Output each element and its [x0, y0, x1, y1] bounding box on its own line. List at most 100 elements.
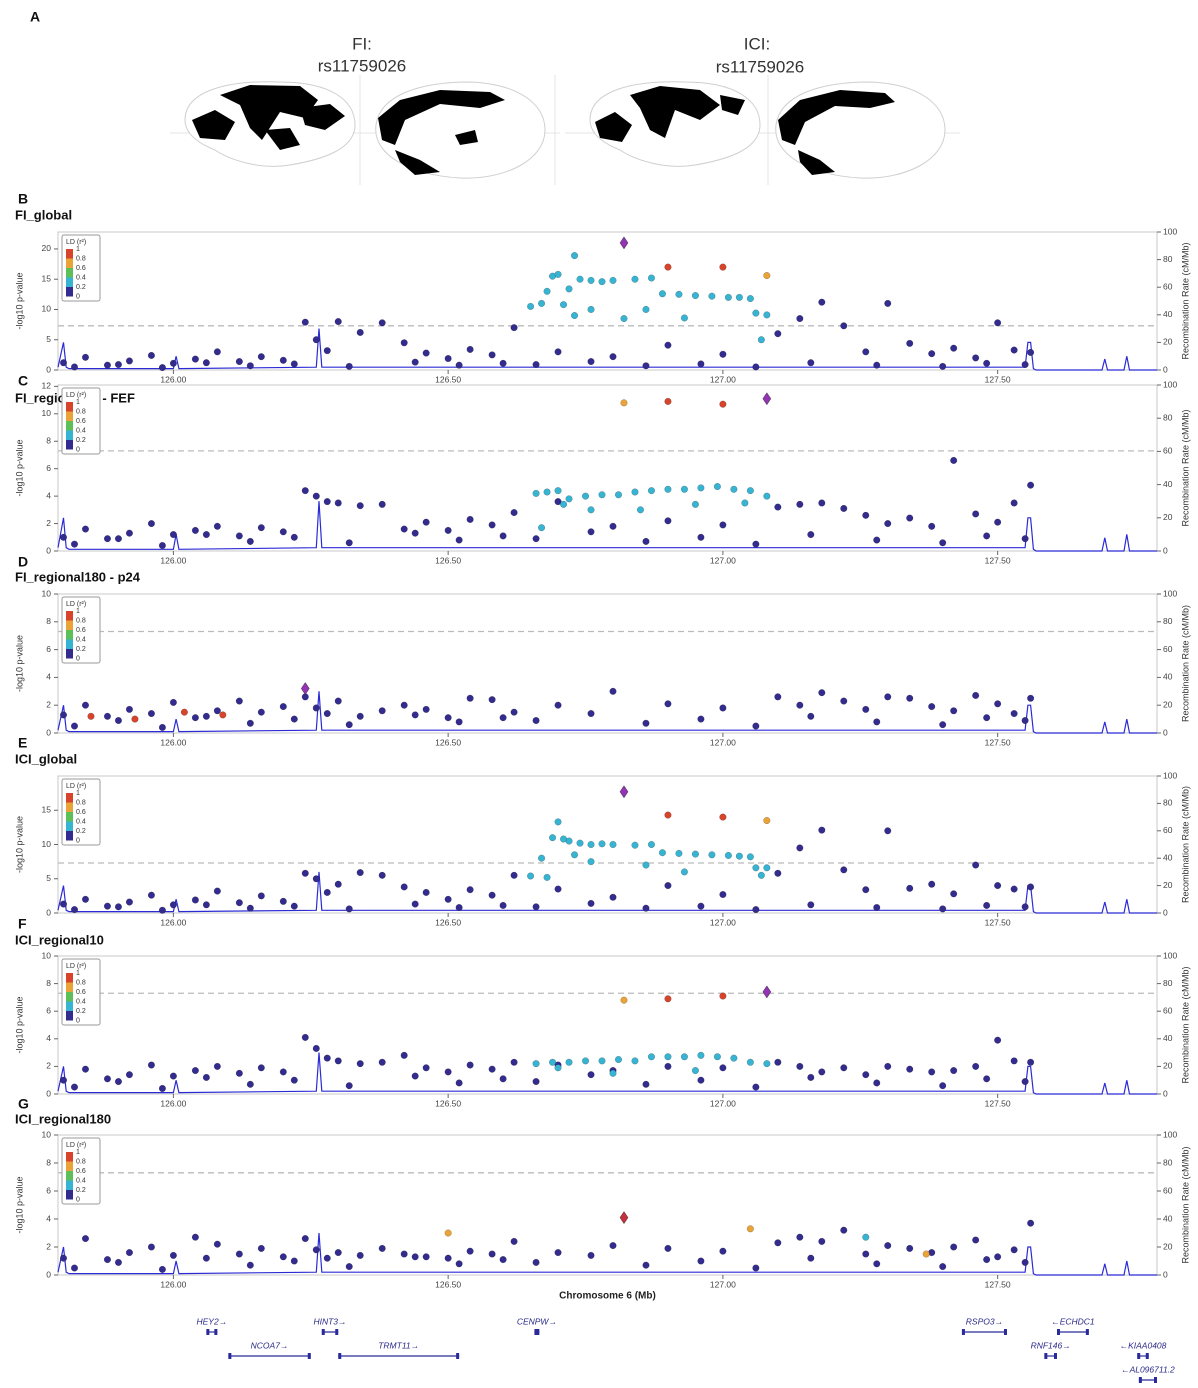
snp-point — [658, 290, 667, 298]
snp-point — [70, 722, 79, 730]
snp-point — [873, 536, 881, 544]
y2-tick-label: 80 — [1163, 616, 1173, 626]
snp-point — [862, 1233, 870, 1241]
snp-point — [983, 714, 991, 722]
gene-label: ←KIAA0408 — [1120, 1340, 1167, 1350]
ld-legend-label: 0.8 — [76, 799, 86, 806]
y2-tick-label: 40 — [1163, 852, 1173, 862]
gene-label: ←ECHDC1 — [1051, 1316, 1095, 1326]
map-snp: rs11759026 — [318, 56, 407, 75]
snp-point — [345, 721, 353, 729]
y-tick-label: 4 — [46, 672, 51, 682]
snp-point — [691, 500, 699, 508]
snp-point — [807, 1254, 815, 1262]
snp-point — [719, 521, 727, 529]
y2-tick-label: 80 — [1163, 1157, 1173, 1167]
snp-point — [499, 359, 507, 367]
snp-point — [246, 1261, 254, 1269]
snp-point — [719, 350, 727, 358]
y2-axis-label: Recombination Rate (cM/Mb) — [1180, 1146, 1190, 1263]
gene-label: RNF146→ — [1031, 1340, 1071, 1350]
snp-point — [565, 285, 573, 293]
snp-point — [356, 328, 364, 337]
snp-point — [928, 350, 936, 358]
gene-exon — [1137, 1353, 1141, 1359]
panel-title: ICI_global — [15, 751, 77, 766]
snp-point — [840, 504, 848, 513]
snp-point — [746, 1058, 754, 1066]
snp-point — [928, 880, 936, 888]
snp-point — [411, 1253, 419, 1261]
y-axis-label: -log10 p-value — [14, 816, 24, 873]
y-tick-label: 2 — [46, 1061, 51, 1071]
snp-point — [631, 1057, 639, 1065]
snp-point — [581, 492, 590, 500]
ld-legend-swatch — [66, 973, 73, 983]
x-tick-label: 126.00 — [160, 1279, 186, 1289]
ld-legend-swatch — [66, 992, 73, 1002]
snp-point — [675, 849, 683, 857]
snp-point — [422, 1064, 430, 1072]
snp-point — [796, 701, 804, 709]
snp-point — [554, 818, 562, 826]
snp-point — [565, 495, 573, 503]
snp-point — [147, 520, 155, 528]
gene-label: HINT3→ — [313, 1316, 346, 1326]
snp-point — [587, 709, 595, 718]
snp-point — [323, 1254, 331, 1262]
x-tick-label: 127.00 — [710, 555, 736, 565]
recombination-line — [57, 871, 1157, 914]
ld-legend-swatch — [66, 268, 73, 278]
snp-point — [559, 301, 568, 309]
ld-legend-swatch — [66, 249, 73, 259]
ld-legend-label: 0.2 — [76, 646, 86, 653]
ld-legend-label: 0.6 — [76, 1168, 86, 1175]
gene-label: CENPW→ — [517, 1316, 557, 1326]
snp-point — [400, 339, 408, 347]
snp-point — [235, 899, 243, 907]
y-tick-label: 4 — [46, 490, 51, 500]
snp-point — [664, 1244, 672, 1252]
snp-point — [906, 694, 914, 702]
snp-point — [1021, 903, 1029, 911]
snp-point — [257, 1064, 265, 1072]
snp-point — [191, 896, 199, 904]
snp-point — [1021, 361, 1029, 369]
snp-point — [807, 1073, 815, 1081]
snp-point — [378, 1244, 386, 1252]
snp-point — [499, 1075, 507, 1083]
y-tick-label: 10 — [42, 408, 52, 418]
snp-point — [763, 311, 771, 319]
ld-legend-label: 0 — [76, 1196, 80, 1203]
snp-point — [290, 715, 298, 723]
y-axis-label: -log10 p-value — [14, 996, 24, 1053]
snp-point — [466, 886, 474, 894]
snp-point — [345, 362, 353, 370]
snp-point — [752, 864, 760, 872]
snp-point — [114, 361, 122, 369]
snp-point — [840, 1226, 848, 1234]
snp-point — [125, 357, 133, 365]
ld-legend-label: 0.8 — [76, 1158, 86, 1165]
snp-point — [697, 533, 705, 541]
y-tick-label: 2 — [46, 1241, 51, 1251]
snp-point — [862, 348, 870, 356]
snp-point — [983, 1256, 991, 1264]
x-tick-label: 126.50 — [435, 917, 461, 927]
snp-point — [587, 528, 595, 536]
snp-point — [774, 503, 782, 511]
snp-point — [554, 498, 562, 506]
snp-point — [81, 895, 90, 903]
y2-tick-label: 100 — [1163, 379, 1177, 389]
snp-point — [400, 1250, 408, 1258]
snp-point — [70, 1264, 79, 1272]
recombination-line — [57, 1052, 1157, 1095]
snp-point — [125, 1249, 133, 1257]
snp-point — [257, 892, 265, 900]
x-tick-label: 126.50 — [435, 737, 461, 747]
y2-tick-label: 20 — [1163, 1241, 1173, 1251]
snp-point — [664, 517, 672, 525]
snp-point — [235, 532, 243, 540]
snp-point — [103, 1075, 112, 1083]
